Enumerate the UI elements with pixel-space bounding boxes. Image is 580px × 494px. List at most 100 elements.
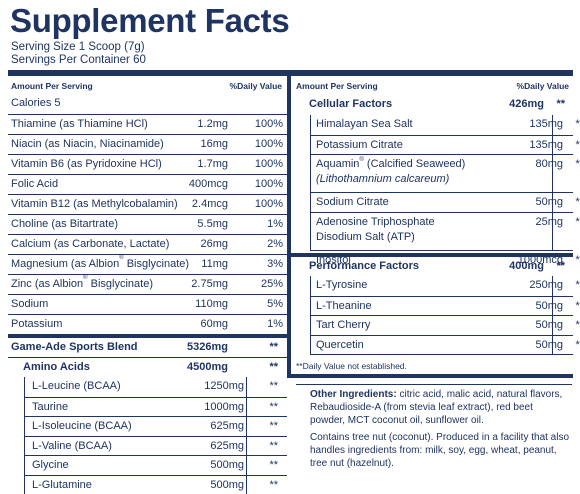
name-text: Aquamin bbox=[316, 158, 360, 170]
nutrient-amount: 500mg bbox=[210, 459, 244, 471]
nutrient-name: Game-Ade Sports Blend bbox=[11, 341, 138, 353]
nutrient-amount: 25mg bbox=[535, 215, 563, 228]
nutrient-amount: 80mg bbox=[535, 158, 563, 170]
name-text: Bisglycinate) bbox=[87, 278, 153, 290]
nutrient-amount: 625mg bbox=[210, 420, 244, 432]
name-text: Zinc (as Albion bbox=[11, 278, 84, 290]
nutrient-row: Folic Acid 400mcg 100% bbox=[8, 174, 287, 193]
name-line-2: (Lithothamnium calcareum) bbox=[316, 173, 450, 185]
nutrient-name: Thiamine (as Thiamine HCl) bbox=[11, 118, 148, 130]
nutrient-row: Niacin (as Niacin, Niacinamide) 16mg 100% bbox=[8, 134, 287, 153]
nutrient-amount: 1.2mg bbox=[197, 118, 228, 130]
left-header-amount: Amount Per Serving bbox=[11, 81, 93, 91]
nutrient-amount: 110mg bbox=[195, 298, 228, 310]
amino-acid-row: L-Isoleucine (BCAA) 625mg ** bbox=[24, 416, 287, 435]
right-header-dv: %Daily Value bbox=[516, 81, 569, 91]
cellular-factor-row: Sodium Citrate 50mg ** bbox=[310, 192, 580, 211]
daily-value: ** bbox=[269, 439, 278, 452]
performance-factors-row: Performance Factors 400mg ** bbox=[291, 257, 573, 276]
nutrient-name: Himalayan Sea Salt bbox=[316, 118, 413, 130]
ingredients-top-rule bbox=[296, 384, 572, 385]
nutrient-name: Magnesium (as Albion® Bisglycinate) bbox=[11, 255, 189, 273]
daily-value: ** bbox=[269, 341, 278, 353]
daily-value: ** bbox=[269, 420, 278, 432]
nutrient-amount: 1000mcg bbox=[517, 253, 563, 266]
nutrient-row: Choline (as Bitartrate) 5.5mg 1% bbox=[8, 214, 287, 233]
daily-value: ** bbox=[575, 138, 580, 151]
nutrient-amount: 2.4mcg bbox=[191, 198, 228, 210]
daily-value: ** bbox=[269, 380, 278, 392]
allergen-statement: Contains tree nut (coconut). Produced in… bbox=[310, 432, 570, 469]
daily-value: 100% bbox=[254, 198, 283, 210]
daily-value: ** bbox=[556, 260, 565, 272]
daily-value: ** bbox=[575, 215, 580, 228]
amino-acid-row: Taurine 1000mg ** bbox=[24, 396, 287, 416]
nutrient-name: L-Glutamine bbox=[32, 478, 92, 491]
nutrient-amount: 400mcg bbox=[188, 178, 228, 190]
daily-value: ** bbox=[575, 158, 580, 170]
amino-acid-row: L-Glutamine 500mg ** bbox=[24, 474, 287, 494]
daily-value: ** bbox=[575, 196, 580, 208]
name-text: Bisglycinate) bbox=[123, 258, 190, 270]
daily-value: ** bbox=[556, 98, 565, 110]
nutrient-amount: 5.5mg bbox=[197, 218, 228, 230]
daily-value: 1% bbox=[267, 318, 283, 330]
nutrient-name: Tart Cherry bbox=[316, 319, 371, 331]
name-text: (Calcified Seaweed) bbox=[363, 158, 466, 170]
nutrient-name: L-Leucine (BCAA) bbox=[32, 380, 121, 392]
performance-factor-row: Tart Cherry 50mg ** bbox=[310, 315, 580, 334]
nutrient-amount: 60mg bbox=[200, 318, 228, 330]
daily-value: ** bbox=[575, 338, 580, 351]
daily-value: ** bbox=[269, 478, 278, 491]
name-line-2: Disodium Salt (ATP) bbox=[316, 230, 415, 243]
nutrient-row: Vitamin B12 (as Methylcobalamin) 2.4mcg 10… bbox=[8, 194, 287, 213]
nutrient-name: Adenosine Triphosphate Disodium Salt (ATP… bbox=[316, 215, 435, 245]
nutrient-name: Potassium Citrate bbox=[316, 138, 403, 151]
nutrient-row: Vitamin B6 (as Pyridoxine HCl) 1.7mg 100% bbox=[8, 154, 287, 173]
registered-mark: ® bbox=[119, 255, 124, 261]
nutrient-amount: 135mg bbox=[529, 138, 563, 151]
amino-acid-row: Glycine 500mg ** bbox=[24, 455, 287, 474]
right-perf-left-rule bbox=[310, 276, 311, 354]
daily-value: 100% bbox=[254, 158, 283, 170]
right-amount-rule bbox=[552, 115, 553, 250]
right-amount-rule-2 bbox=[552, 276, 553, 354]
nutrient-name: Taurine bbox=[32, 400, 69, 413]
right-sub-left-rule bbox=[310, 115, 311, 250]
cellular-factors-row: Cellular Factors 426mg ** bbox=[291, 95, 573, 114]
nutrient-name: L-Isoleucine (BCAA) bbox=[32, 420, 132, 432]
nutrient-amount: 50mg bbox=[535, 299, 563, 312]
servings-per-container: Servings Per Container 60 bbox=[11, 54, 146, 66]
nutrient-row: Potassium 60mg 1% bbox=[8, 314, 287, 333]
cellular-factor-row: Aquamin® (Calcified Seaweed) (Lithothamni… bbox=[310, 154, 580, 190]
name-line-1: Aquamin® (Calcified Seaweed) bbox=[316, 157, 465, 172]
left-header-dv: %Daily Value bbox=[229, 81, 282, 91]
serving-size: Serving Size 1 Scoop (7g) bbox=[11, 41, 145, 53]
blend-divider bbox=[8, 334, 287, 338]
name-text: Magnesium (as Albion bbox=[11, 258, 120, 270]
daily-value: 100% bbox=[254, 178, 283, 190]
blend-row: Game-Ade Sports Blend 5326mg ** bbox=[8, 338, 287, 357]
right-bottom-rule bbox=[310, 354, 573, 355]
nutrient-amount: 135mg bbox=[529, 118, 563, 130]
amino-acid-row: L-Leucine (BCAA) 1250mg ** bbox=[24, 377, 287, 396]
nutrient-name: Potassium bbox=[11, 318, 63, 330]
top-divider bbox=[8, 70, 573, 76]
nutrient-name: Niacin (as Niacin, Niacinamide) bbox=[11, 138, 164, 150]
registered-mark: ® bbox=[359, 157, 364, 163]
nutrient-amount: 5326mg bbox=[187, 341, 228, 353]
nutrient-name: Calcium (as Carbonate, Lactate) bbox=[11, 238, 170, 250]
nutrient-amount: 500mg bbox=[210, 478, 244, 491]
nutrient-amount: 2.75mg bbox=[191, 278, 228, 290]
nutrient-name: Cellular Factors bbox=[309, 98, 393, 110]
daily-value: ** bbox=[575, 299, 580, 312]
daily-value: 2% bbox=[267, 238, 283, 250]
nutrient-amount: 11mg bbox=[201, 258, 228, 270]
nutrient-row: Calories 5 bbox=[8, 94, 287, 113]
nutrient-name: Quercetin bbox=[316, 338, 364, 351]
nutrient-name: Inositol bbox=[316, 253, 351, 266]
nutrient-name: Vitamin B6 (as Pyridoxine HCl) bbox=[11, 158, 162, 170]
nutrient-name: Performance Factors bbox=[309, 260, 420, 272]
nutrient-name: Sodium Citrate bbox=[316, 196, 389, 208]
nutrient-amount: 4500mg bbox=[187, 361, 228, 373]
